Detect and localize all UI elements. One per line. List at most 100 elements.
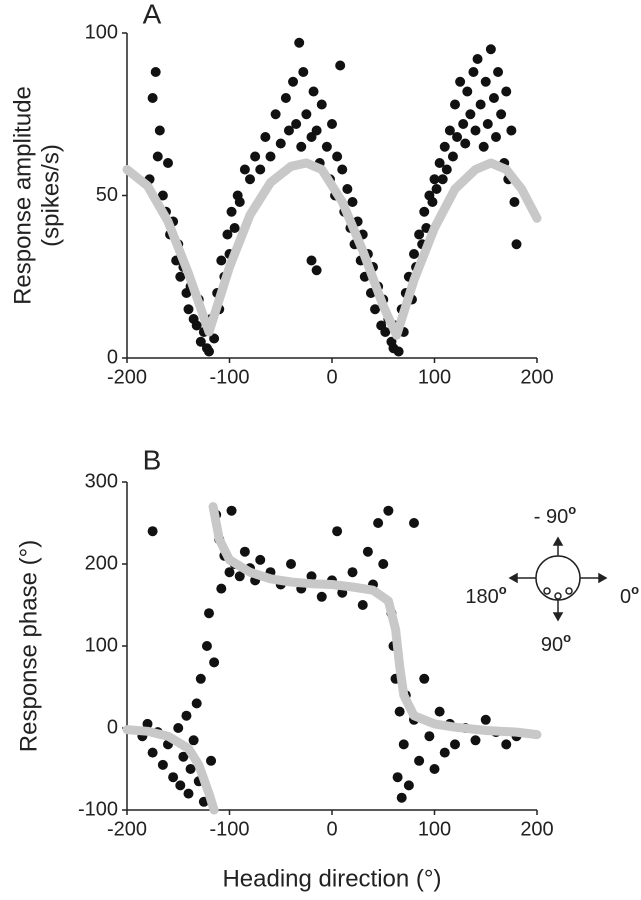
point (347, 567, 358, 578)
point (175, 271, 186, 282)
direction-value: 180 (465, 586, 498, 608)
point (216, 583, 227, 594)
point (414, 229, 425, 240)
point (226, 505, 237, 516)
point (209, 657, 220, 668)
point (450, 739, 460, 750)
point (275, 138, 286, 149)
arrowhead (598, 572, 608, 584)
point (458, 119, 469, 129)
point (335, 60, 346, 71)
point (306, 571, 317, 582)
ear-dot (565, 587, 573, 595)
point (357, 600, 368, 610)
point (462, 86, 473, 97)
point (431, 184, 442, 194)
point (224, 567, 235, 578)
point (465, 109, 476, 120)
point (195, 336, 206, 347)
point (327, 119, 337, 129)
point (434, 158, 445, 168)
point (291, 119, 302, 129)
point (185, 764, 196, 774)
point (222, 229, 233, 240)
point (409, 518, 419, 528)
point (511, 239, 522, 250)
direction-label: 0o (620, 582, 639, 608)
point (455, 76, 466, 87)
point (157, 759, 168, 770)
point (181, 710, 192, 721)
point (204, 608, 214, 619)
point (311, 125, 322, 136)
point (419, 673, 430, 684)
fit-curve (122, 502, 542, 815)
point (229, 223, 240, 233)
arrowhead (508, 572, 518, 584)
point (480, 76, 491, 87)
x-tick-label: 0 (326, 818, 337, 840)
point (175, 780, 186, 791)
direction-value: 90 (541, 634, 563, 656)
y-axis-label: (spikes/s) (37, 144, 64, 247)
degree-sign: o (563, 630, 571, 645)
point (429, 174, 440, 185)
point (147, 747, 158, 758)
point (427, 197, 438, 207)
point (470, 735, 481, 746)
point (308, 86, 319, 97)
point (380, 327, 391, 337)
direction-label: - 90o (534, 502, 576, 528)
arrowhead (552, 536, 564, 546)
point (488, 93, 499, 103)
point (337, 164, 348, 175)
point (183, 788, 194, 799)
point (226, 206, 237, 217)
point (201, 641, 212, 651)
point (419, 206, 430, 217)
point (332, 151, 343, 162)
y-tick-label: 100 (85, 21, 118, 43)
point (409, 249, 419, 259)
x-tick-label: 100 (418, 818, 451, 840)
point (378, 559, 389, 569)
point (485, 44, 496, 55)
x-tick-label: 200 (520, 818, 553, 840)
y-tick-label: 200 (85, 552, 118, 574)
y-tick-label: 50 (96, 184, 118, 206)
point (234, 197, 245, 207)
degree-sign: o (499, 582, 507, 597)
point (173, 723, 184, 733)
y-axis-label: Response amplitude (9, 86, 36, 305)
point (294, 37, 305, 48)
point (163, 158, 173, 168)
point (444, 125, 455, 136)
point (393, 346, 404, 357)
point (239, 164, 250, 175)
point (441, 164, 452, 175)
x-tick-label: 0 (326, 366, 337, 388)
point (482, 119, 493, 129)
point (147, 526, 158, 537)
point (347, 197, 358, 207)
point (245, 174, 255, 185)
ear-dot (554, 592, 562, 600)
point (234, 571, 245, 582)
point (178, 751, 189, 762)
point (296, 141, 307, 152)
point (150, 67, 161, 77)
point (191, 320, 202, 331)
point (470, 125, 481, 136)
point (250, 151, 261, 162)
panel-label: A (143, 0, 162, 29)
point (188, 735, 199, 746)
point (209, 333, 220, 344)
point (255, 164, 266, 175)
ear-dot (543, 587, 551, 595)
point (321, 141, 332, 152)
y-axis-label: Response phase (°) (15, 540, 42, 752)
point (439, 747, 450, 758)
point (342, 184, 353, 194)
point (255, 554, 266, 565)
x-tick-label: -200 (107, 366, 147, 388)
